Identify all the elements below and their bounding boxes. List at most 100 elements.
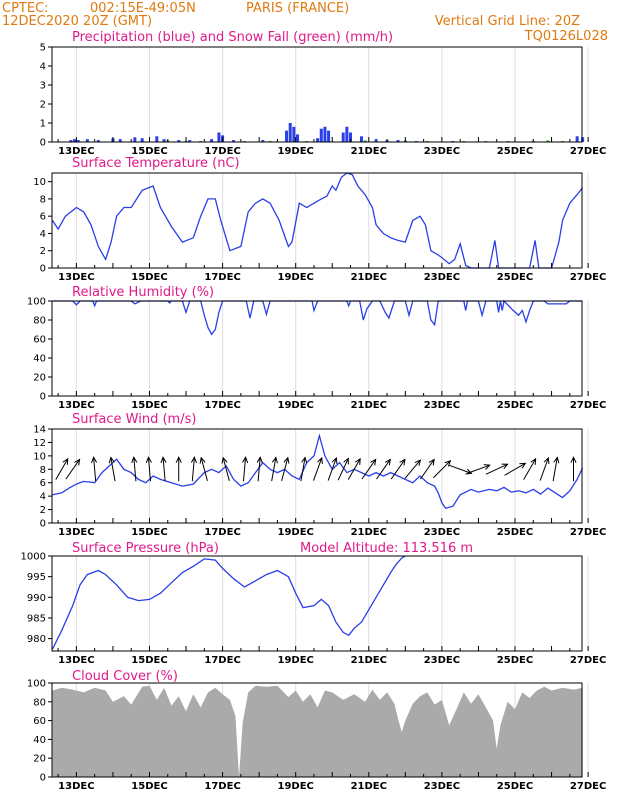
temperature-title: Surface Temperature (nC)	[72, 156, 240, 171]
humidity-panel: Relative Humidity (%) 0 20 40 60 80 100 13DEC 1…	[27, 285, 606, 411]
pressure-line	[52, 555, 406, 650]
wind-title: Surface Wind (m/s)	[72, 412, 196, 427]
precip-bar	[76, 140, 80, 142]
x-tick-label: 15DEC	[131, 272, 167, 283]
wind-arrow	[552, 456, 560, 482]
y-tick-label: 980	[27, 634, 46, 645]
wind-arrow	[300, 456, 308, 482]
panel-frame	[51, 300, 583, 397]
wind-arrow	[145, 456, 152, 482]
x-tick-label: 25DEC	[497, 527, 533, 538]
x-tick-label: 25DEC	[497, 146, 533, 157]
x-tick-label: 17DEC	[204, 527, 240, 538]
precip-bar	[96, 140, 100, 142]
x-tick-label: 27DEC	[570, 272, 606, 283]
panel-frame	[51, 172, 583, 269]
x-tick-label: 13DEC	[58, 272, 94, 283]
x-tick-label: 27DEC	[570, 400, 606, 411]
wind-arrow	[419, 458, 435, 480]
x-tick-label: 21DEC	[351, 527, 387, 538]
precip-bar	[73, 139, 77, 142]
y-tick-label: 0	[40, 264, 46, 275]
coords-label: 002:15E-49:05N	[90, 1, 196, 16]
wind-arrow	[271, 456, 278, 482]
wind-arrow	[131, 456, 138, 482]
pressure-title: Surface Pressure (hPa)	[72, 541, 219, 556]
x-tick-label: 21DEC	[351, 781, 387, 792]
x-tick-label: 17DEC	[204, 655, 240, 666]
wind-arrow	[539, 456, 550, 481]
y-tick-label: 80	[33, 316, 46, 327]
precip-bar	[396, 140, 400, 142]
precip-bar	[288, 123, 292, 142]
y-tick-label: 8	[40, 465, 46, 476]
y-tick-label: 1000	[21, 552, 46, 563]
y-tick-label: 3	[40, 81, 46, 92]
precip-bar	[285, 130, 289, 142]
wind-arrow	[485, 463, 509, 475]
model-altitude-label: Model Altitude: 113.516 m	[300, 541, 473, 556]
x-tick-label: 13DEC	[58, 400, 94, 411]
precip-bar	[319, 128, 323, 142]
wind-arrow	[404, 459, 422, 479]
precip-title: Precipitation (blue) and Snow Fall (gree…	[72, 30, 393, 45]
y-tick-label: 100	[27, 297, 46, 308]
y-tick-label: 80	[33, 697, 46, 708]
x-tick-label: 25DEC	[497, 655, 533, 666]
x-tick-label: 23DEC	[424, 272, 460, 283]
location-label: PARIS (FRANCE)	[246, 1, 349, 16]
precip-bar	[575, 136, 579, 142]
x-tick-label: 27DEC	[570, 146, 606, 157]
x-tick-label: 23DEC	[424, 400, 460, 411]
x-tick-label: 23DEC	[424, 146, 460, 157]
precip-panel: Precipitation (blue) and Snow Fall (gree…	[40, 30, 607, 157]
wind-arrow	[361, 458, 377, 480]
precip-bar	[316, 138, 320, 142]
y-tick-label: 5	[40, 43, 46, 54]
y-tick-label: 0	[40, 392, 46, 403]
precip-bar	[210, 139, 214, 142]
wind-arrow	[337, 457, 349, 481]
y-tick-label: 2	[40, 100, 46, 111]
precip-bar	[359, 136, 363, 142]
wind-arrow	[256, 456, 263, 482]
x-tick-label: 19DEC	[277, 146, 313, 157]
run-label: 12DEC2020 20Z (GMT)	[2, 14, 152, 29]
y-tick-label: 60	[33, 716, 46, 727]
humidity-line	[52, 299, 583, 336]
wind-arrow	[55, 457, 69, 480]
precip-bar	[155, 136, 159, 142]
wind-arrow	[313, 456, 323, 481]
x-tick-label: 17DEC	[204, 781, 240, 792]
wind-arrow	[504, 462, 527, 476]
x-tick-label: 27DEC	[570, 655, 606, 666]
x-tick-label: 27DEC	[570, 527, 606, 538]
source-label: CPTEC:	[2, 1, 49, 16]
y-tick-label: 60	[33, 335, 46, 346]
y-tick-label: 10	[33, 177, 46, 188]
temperature-line	[52, 172, 584, 269]
cloud-title: Cloud Cover (%)	[72, 669, 178, 684]
y-tick-label: 0	[40, 138, 46, 149]
x-tick-label: 19DEC	[277, 272, 313, 283]
y-tick-label: 1	[40, 119, 46, 130]
x-tick-label: 27DEC	[570, 781, 606, 792]
x-tick-label: 25DEC	[497, 272, 533, 283]
wind-panel: Surface Wind (m/s) 0 2 4 6 8 10 12 14 13DEC 15DEC…	[33, 412, 606, 538]
precip-bar	[327, 130, 331, 142]
y-tick-label: 4	[40, 62, 46, 73]
precip-bar	[349, 132, 353, 142]
y-tick-label: 8	[40, 194, 46, 205]
wind-arrow	[199, 456, 208, 482]
x-tick-label: 23DEC	[424, 781, 460, 792]
panel-frame	[51, 682, 583, 778]
x-tick-label: 21DEC	[351, 272, 387, 283]
x-tick-label: 21DEC	[351, 146, 387, 157]
wind-arrow	[190, 456, 197, 482]
cloud-area	[52, 685, 583, 777]
wind-arrow	[281, 456, 290, 482]
x-tick-label: 21DEC	[351, 400, 387, 411]
y-tick-label: 100	[27, 679, 46, 690]
x-tick-label: 17DEC	[204, 272, 240, 283]
